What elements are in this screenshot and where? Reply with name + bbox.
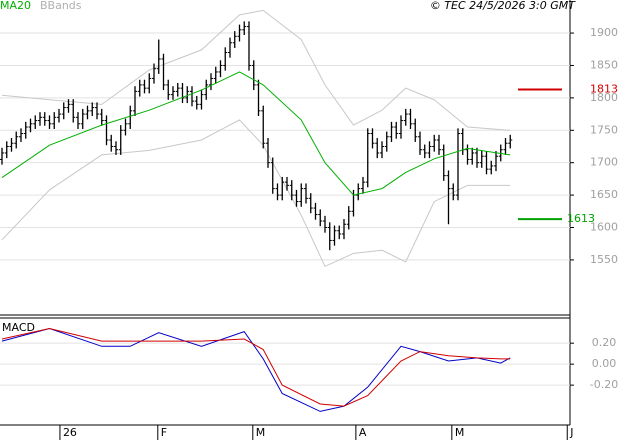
y-tick-label: 1900 [590, 26, 618, 39]
y-tick-label: 1850 [590, 58, 618, 71]
bband-lower [1, 119, 511, 268]
level-label: 1613 [567, 212, 595, 225]
y-tick-label: 1750 [590, 123, 618, 136]
legend-ma20: MA20 [0, 0, 31, 12]
x-tick-label: M [455, 426, 465, 439]
y-tick-label: 1700 [590, 156, 618, 169]
level-label: 1813 [590, 82, 618, 95]
y-tick-label: 1650 [590, 188, 618, 201]
bband-upper [1, 9, 511, 131]
y-tick-label: 1550 [590, 253, 618, 266]
y-tick-label: -0.20 [590, 378, 618, 391]
x-tick-label: 26 [63, 426, 77, 439]
x-tick-label: F [161, 426, 167, 439]
macd-line [1, 327, 511, 412]
x-tick-label: J [569, 426, 573, 439]
credit: © TEC 24/5/2026 3:0 GMT [430, 0, 576, 12]
y-tick-label: 1800 [590, 91, 618, 104]
y-tick-label: 0.20 [592, 336, 617, 349]
x-tick-label: M [256, 426, 265, 439]
x-tick-label: A [359, 426, 367, 439]
legend-bbands: BBands [40, 0, 82, 12]
ma20-line [1, 71, 511, 196]
macd-title: MACD [2, 321, 35, 334]
macd-line [1, 327, 511, 407]
y-tick-label: 0.00 [592, 357, 617, 370]
y-tick-label: 1600 [590, 221, 618, 234]
